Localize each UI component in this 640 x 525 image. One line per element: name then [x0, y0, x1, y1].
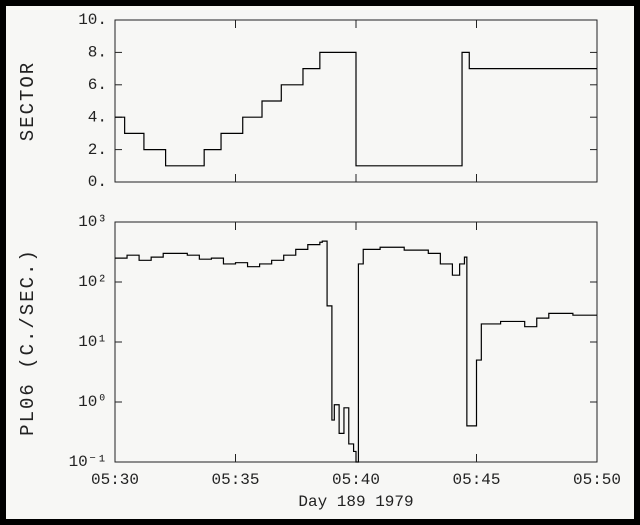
x-tick-label: 05:45 [452, 471, 500, 489]
y-tick-label: 10² [78, 273, 107, 291]
y-tick-label: 0. [88, 173, 107, 191]
x-axis-label: Day 189 1979 [298, 493, 413, 511]
y-tick-label: 8. [88, 44, 107, 62]
x-tick-label: 05:35 [211, 471, 259, 489]
y-tick-label: 10⁻¹ [69, 453, 107, 471]
y-tick-label: 4. [88, 108, 107, 126]
data-line [115, 51, 597, 167]
y-tick-label: 10. [78, 11, 107, 29]
data-line [115, 240, 597, 463]
y-tick-label: 10⁰ [78, 393, 107, 411]
y-tick-label: 6. [88, 76, 107, 94]
x-tick-label: 05:50 [573, 471, 621, 489]
x-tick-label: 05:30 [91, 471, 139, 489]
y-tick-label: 10¹ [78, 333, 107, 351]
y-axis-label: PL06 (C./SEC.) [17, 248, 39, 436]
y-tick-label: 10³ [78, 213, 107, 231]
x-tick-label: 05:40 [332, 471, 380, 489]
y-axis-label: SECTOR [17, 61, 39, 141]
y-tick-label: 2. [88, 141, 107, 159]
